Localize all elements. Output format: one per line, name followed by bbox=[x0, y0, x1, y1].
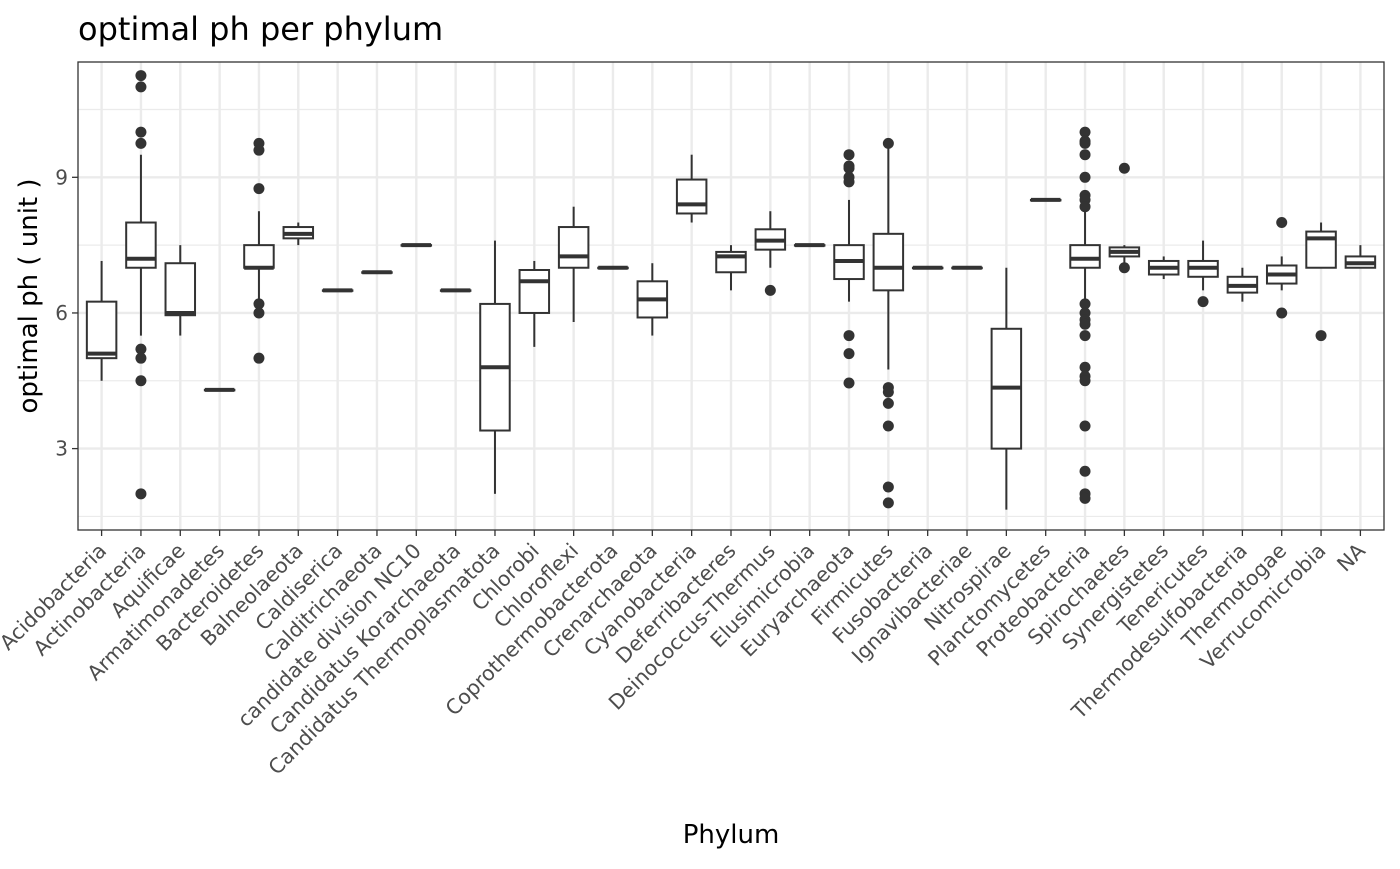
box-iqr bbox=[557, 226, 590, 269]
outlier-point bbox=[882, 420, 894, 432]
outlier-point bbox=[1118, 262, 1130, 274]
outlier-point bbox=[1079, 465, 1091, 477]
outlier-point bbox=[1276, 217, 1288, 229]
outlier-point bbox=[135, 70, 147, 82]
box-iqr bbox=[675, 178, 708, 215]
box-thermodesulfobacteria bbox=[1226, 267, 1259, 302]
x-axis-title: Phylum bbox=[683, 820, 780, 850]
outlier-point bbox=[1079, 492, 1091, 504]
outlier-point bbox=[1276, 307, 1288, 319]
outlier-point bbox=[1315, 330, 1327, 342]
box-thermotogae bbox=[1265, 217, 1298, 319]
box-iqr bbox=[518, 269, 551, 314]
box-iqr bbox=[85, 300, 118, 360]
y-tick-label: 9 bbox=[55, 165, 68, 189]
outlier-point bbox=[1079, 137, 1091, 149]
outlier-point bbox=[1079, 420, 1091, 432]
y-axis: 3 6 9 bbox=[55, 165, 78, 461]
outlier-point bbox=[843, 348, 855, 360]
outlier-point bbox=[882, 397, 894, 409]
outlier-point bbox=[882, 386, 894, 398]
outlier-point bbox=[1079, 201, 1091, 213]
box-firmicutes bbox=[872, 137, 905, 509]
outlier-point bbox=[135, 343, 147, 355]
box-verrucomicrobia bbox=[1305, 222, 1337, 342]
outlier-point bbox=[135, 137, 147, 149]
outlier-point bbox=[1079, 361, 1091, 373]
box-deferribacteres bbox=[715, 245, 747, 291]
outlier-point bbox=[135, 375, 147, 387]
box-candidate-division-nc10 bbox=[400, 243, 433, 248]
outlier-point bbox=[253, 144, 265, 156]
box-candidatus-korarchaeota bbox=[439, 288, 472, 293]
outlier-point bbox=[764, 284, 776, 296]
box-spirochaetes bbox=[1108, 162, 1141, 274]
outlier-point bbox=[1079, 375, 1091, 387]
outlier-point bbox=[1079, 298, 1091, 310]
outlier-point bbox=[1079, 171, 1091, 183]
box-chloroflexi bbox=[557, 206, 590, 322]
y-tick-label: 3 bbox=[55, 437, 68, 461]
box-iqr bbox=[872, 232, 905, 292]
outlier-point bbox=[135, 126, 147, 138]
outlier-point bbox=[1197, 296, 1209, 308]
outlier-point bbox=[135, 352, 147, 364]
outlier-point bbox=[843, 149, 855, 161]
box-acidobacteria bbox=[85, 260, 118, 381]
y-axis-title: optimal ph ( unit ) bbox=[14, 178, 44, 413]
outlier-point bbox=[253, 183, 265, 195]
box-euryarchaeota bbox=[833, 149, 865, 389]
outlier-point bbox=[253, 307, 265, 319]
box-actinobacteria bbox=[125, 70, 157, 500]
box-aquificae bbox=[164, 245, 197, 336]
outlier-point bbox=[843, 176, 855, 188]
y-tick-label: 6 bbox=[55, 301, 68, 325]
box-iqr bbox=[243, 244, 275, 269]
outlier-point bbox=[843, 330, 855, 342]
chart-title: optimal ph per phylum bbox=[78, 10, 443, 48]
box-deinococcus-thermus bbox=[754, 211, 787, 296]
box-fusobacteria bbox=[911, 265, 944, 270]
box-candidatus-thermoplasmatota bbox=[479, 240, 511, 494]
box-proteobacteria bbox=[1069, 126, 1101, 504]
outlier-point bbox=[843, 162, 855, 174]
box-planctomycetes bbox=[1029, 197, 1062, 202]
box-elusimicrobia bbox=[793, 243, 826, 248]
box-crenarchaeota bbox=[636, 263, 669, 336]
box-balneolaeota bbox=[282, 222, 315, 246]
box-chlorobi bbox=[518, 260, 551, 347]
outlier-point bbox=[135, 81, 147, 93]
outlier-point bbox=[253, 352, 265, 364]
box-bacteroidetes bbox=[243, 137, 275, 364]
outlier-point bbox=[1079, 318, 1091, 330]
box-series bbox=[85, 70, 1377, 510]
box-nitrospirae bbox=[990, 267, 1023, 510]
box-iqr bbox=[125, 221, 157, 269]
outlier-point bbox=[1118, 162, 1130, 174]
box-ignavibacteriae bbox=[951, 265, 983, 270]
box-na bbox=[1344, 245, 1377, 269]
outlier-point bbox=[882, 137, 894, 149]
box-iqr bbox=[164, 262, 197, 317]
box-iqr bbox=[1069, 244, 1101, 269]
outlier-point bbox=[882, 497, 894, 509]
box-caldiserica bbox=[321, 288, 354, 293]
outlier-point bbox=[843, 377, 855, 389]
outlier-point bbox=[1079, 149, 1091, 161]
box-cyanobacteria bbox=[675, 154, 708, 223]
outlier-point bbox=[135, 488, 147, 500]
outlier-point bbox=[882, 481, 894, 493]
box-synergistetes bbox=[1147, 256, 1180, 280]
outlier-point bbox=[1079, 126, 1091, 138]
box-calditrichaeota bbox=[361, 270, 393, 275]
box-tenericutes bbox=[1187, 240, 1219, 308]
box-armatimonadetes bbox=[203, 387, 236, 392]
outlier-point bbox=[253, 298, 265, 310]
outlier-point bbox=[1079, 330, 1091, 342]
box-coprothermobacterota bbox=[597, 265, 629, 270]
